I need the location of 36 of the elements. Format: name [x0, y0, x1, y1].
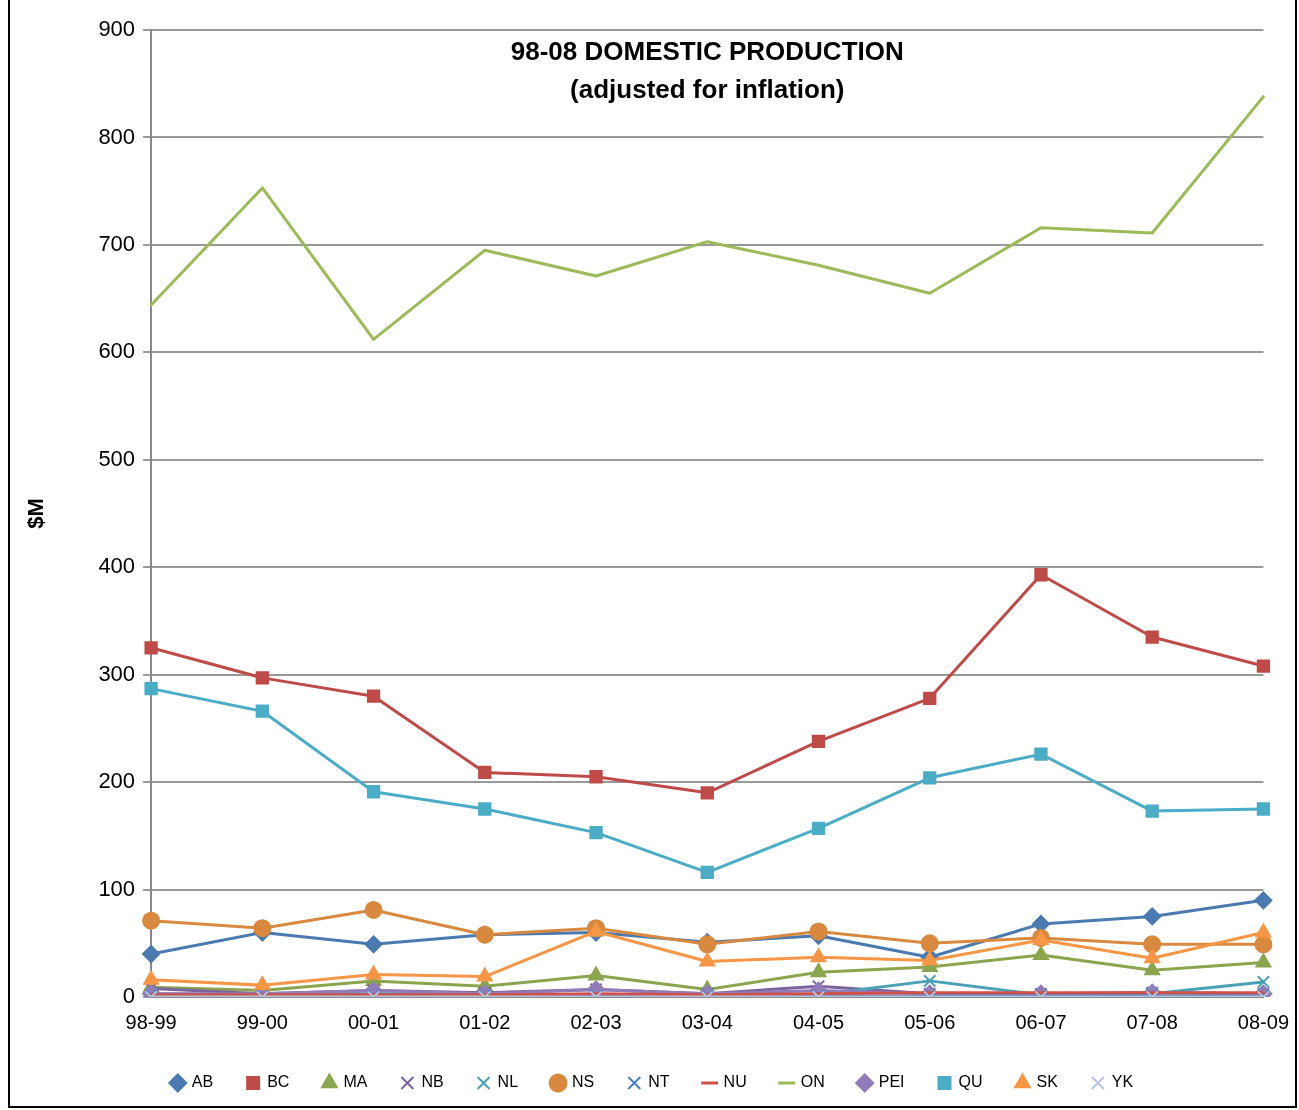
x-tick-label: 07-08	[1126, 1010, 1178, 1033]
legend-label: NT	[648, 1073, 670, 1091]
y-tick-label: 900	[98, 16, 136, 42]
legend-label: NU	[723, 1073, 747, 1091]
x-tick-label: 08-09	[1237, 1010, 1289, 1033]
x-tick-label: 05-06	[904, 1010, 956, 1033]
y-tick-label: 100	[98, 875, 136, 901]
legend-label: MA	[343, 1073, 368, 1091]
x-tick-label: 00-01	[347, 1010, 400, 1033]
legend-label: ON	[800, 1073, 825, 1091]
y-tick-label: 200	[98, 768, 136, 794]
legend-label: AB	[191, 1073, 214, 1091]
y-tick-label: 600	[98, 338, 136, 364]
x-tick-label: 98-99	[125, 1010, 177, 1033]
y-axis-title: $M	[23, 498, 49, 529]
legend-label: NL	[497, 1073, 519, 1091]
legend-label: NS	[572, 1073, 595, 1091]
y-tick-label: 400	[98, 553, 136, 579]
x-tick-label: 99-00	[236, 1010, 288, 1033]
legend-label: BC	[267, 1073, 290, 1091]
y-tick-label: 800	[98, 123, 136, 149]
legend-label: NB	[421, 1073, 444, 1091]
y-tick-label: 300	[98, 660, 136, 686]
legend-label: PEI	[878, 1073, 905, 1091]
legend-label: YK	[1111, 1073, 1134, 1091]
legend-label: SK	[1036, 1073, 1059, 1091]
x-tick-label: 04-05	[792, 1010, 845, 1033]
y-tick-label: 0	[122, 983, 136, 1009]
text: 98-08 DOMESTIC PRODUCTION (adjusted for inflation)	[510, 36, 904, 105]
y-tick-label: 700	[98, 230, 136, 256]
x-tick-label: 02-03	[570, 1010, 622, 1033]
x-tick-label: 01-02	[459, 1010, 511, 1033]
y-tick-label: 500	[98, 445, 136, 471]
legend-label: QU	[958, 1073, 983, 1091]
x-tick-label: 06-07	[1015, 1010, 1067, 1033]
x-tick-label: 03-04	[681, 1010, 733, 1033]
